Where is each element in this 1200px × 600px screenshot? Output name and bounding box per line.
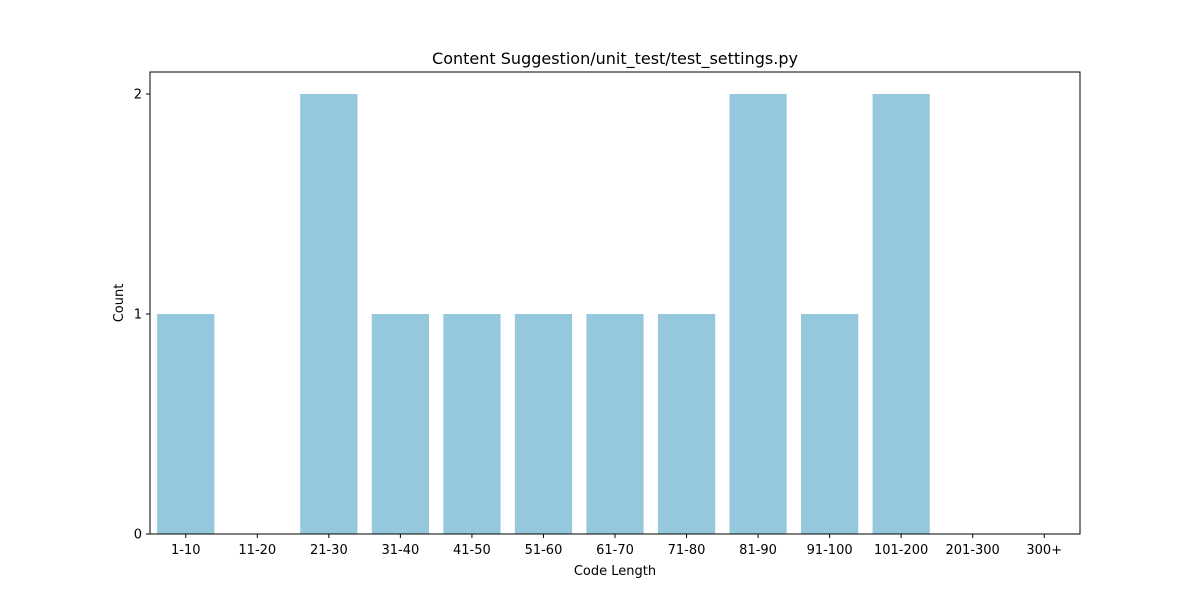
x-tick-label: 11-20	[238, 543, 276, 558]
y-axis-label: Count	[112, 284, 127, 323]
y-axis: 0 1 2	[134, 88, 150, 543]
x-tick-label: 61-70	[596, 543, 634, 558]
y-tick-label: 2	[134, 88, 142, 103]
x-tick-label: 300+	[1026, 543, 1062, 558]
bar-81-90	[729, 94, 787, 534]
x-tick-label: 71-80	[668, 543, 706, 558]
bar-1-10	[157, 314, 215, 534]
x-tick-label: 41-50	[453, 543, 491, 558]
bar-61-70	[586, 314, 644, 534]
bar-91-100	[801, 314, 859, 534]
bar-31-40	[371, 314, 429, 534]
bars-group	[157, 94, 930, 534]
x-tick-label: 51-60	[525, 543, 563, 558]
chart-title: Content Suggestion/unit_test/test_settin…	[432, 49, 798, 69]
x-axis-label: Code Length	[574, 564, 656, 579]
bar-21-30	[300, 94, 358, 534]
x-tick-label: 91-100	[807, 543, 853, 558]
x-tick-label: 101-200	[874, 543, 928, 558]
y-tick-label: 0	[134, 528, 142, 543]
x-tick-label: 21-30	[310, 543, 348, 558]
x-axis: 1-10 11-20 21-30 31-40 41-50 51-60 61-70 71-80 8…	[171, 534, 1062, 558]
x-tick-label: 31-40	[381, 543, 419, 558]
y-tick-label: 1	[134, 308, 142, 323]
x-tick-label: 81-90	[739, 543, 777, 558]
x-tick-label: 1-10	[171, 543, 201, 558]
bar-101-200	[872, 94, 930, 534]
bar-71-80	[657, 314, 716, 534]
bar-51-60	[514, 314, 573, 534]
bar-41-50	[443, 314, 501, 534]
x-tick-label: 201-300	[946, 543, 1000, 558]
